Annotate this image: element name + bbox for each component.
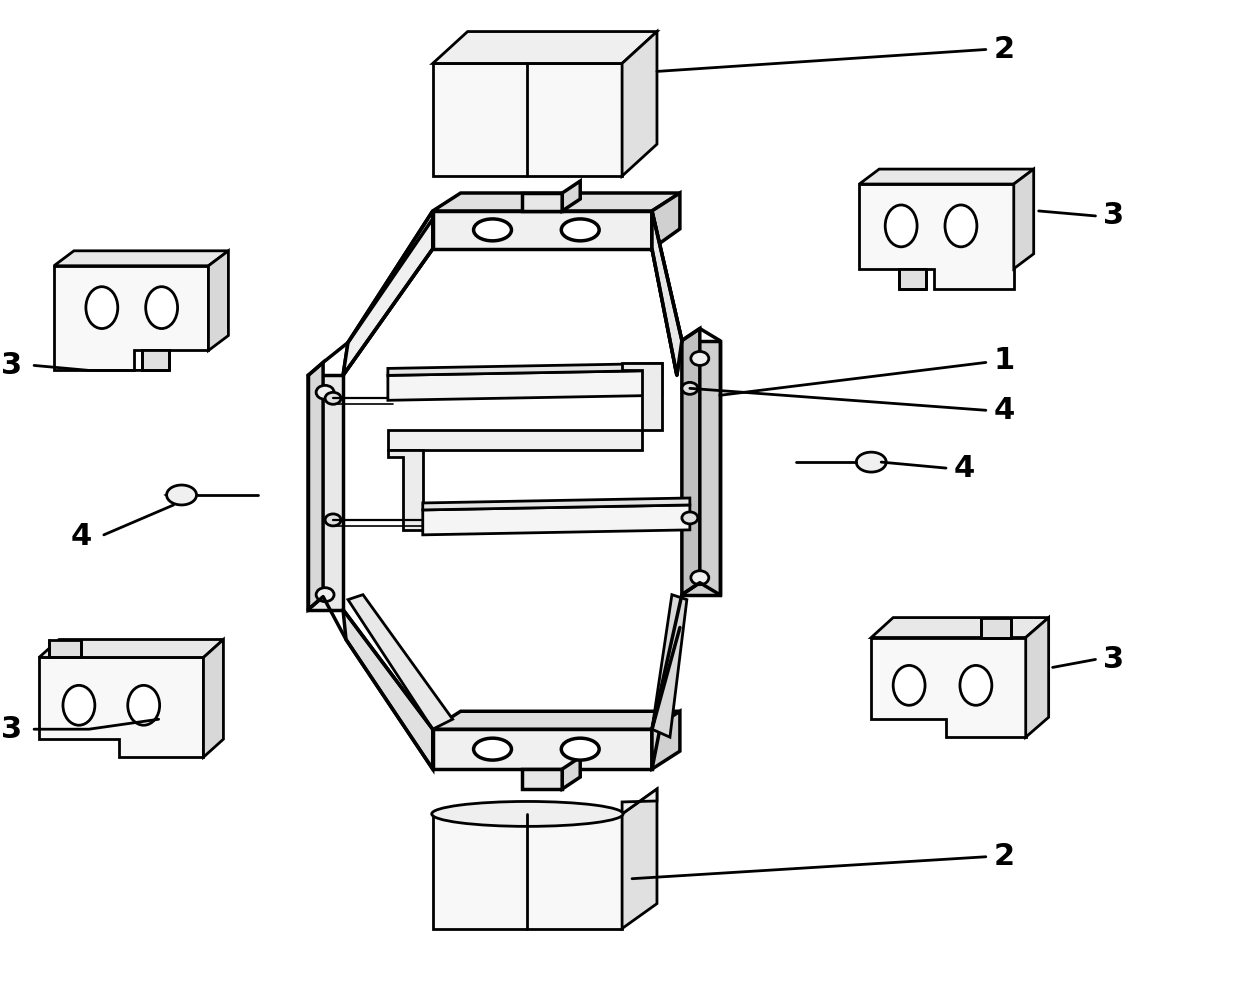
Polygon shape xyxy=(433,729,652,769)
Polygon shape xyxy=(652,211,682,375)
Polygon shape xyxy=(343,610,433,769)
Text: 4: 4 xyxy=(71,523,92,551)
Polygon shape xyxy=(682,340,719,594)
Polygon shape xyxy=(38,657,203,757)
Ellipse shape xyxy=(885,205,918,247)
Polygon shape xyxy=(433,711,680,729)
Ellipse shape xyxy=(432,801,622,827)
Polygon shape xyxy=(38,640,223,657)
Ellipse shape xyxy=(316,386,334,400)
Polygon shape xyxy=(872,638,1025,737)
Polygon shape xyxy=(622,789,657,814)
Polygon shape xyxy=(899,269,926,288)
Polygon shape xyxy=(652,193,680,249)
Ellipse shape xyxy=(86,286,118,329)
Polygon shape xyxy=(652,594,687,737)
Polygon shape xyxy=(50,640,81,657)
Polygon shape xyxy=(203,640,223,757)
Ellipse shape xyxy=(474,738,511,760)
Polygon shape xyxy=(388,450,423,529)
Polygon shape xyxy=(562,757,580,789)
Polygon shape xyxy=(652,594,682,769)
Polygon shape xyxy=(423,498,689,510)
Polygon shape xyxy=(433,193,680,211)
Polygon shape xyxy=(309,375,343,610)
Ellipse shape xyxy=(691,571,709,584)
Polygon shape xyxy=(388,430,642,450)
Polygon shape xyxy=(872,618,1049,638)
Ellipse shape xyxy=(63,685,94,725)
Polygon shape xyxy=(622,363,662,430)
Ellipse shape xyxy=(128,685,160,725)
Ellipse shape xyxy=(562,218,599,241)
Polygon shape xyxy=(433,814,622,929)
Polygon shape xyxy=(343,218,433,375)
Text: 2: 2 xyxy=(993,842,1016,871)
Polygon shape xyxy=(622,789,657,929)
Text: 3: 3 xyxy=(1,351,22,380)
Polygon shape xyxy=(433,63,622,176)
Ellipse shape xyxy=(145,286,177,329)
Ellipse shape xyxy=(893,665,925,706)
Polygon shape xyxy=(141,350,169,370)
Ellipse shape xyxy=(682,383,698,395)
Polygon shape xyxy=(348,594,453,729)
Polygon shape xyxy=(682,329,699,594)
Polygon shape xyxy=(522,769,562,789)
Polygon shape xyxy=(343,211,433,375)
Text: 4: 4 xyxy=(993,396,1016,425)
Polygon shape xyxy=(622,31,657,176)
Polygon shape xyxy=(208,251,228,350)
Polygon shape xyxy=(522,193,562,211)
Text: 3: 3 xyxy=(1104,645,1125,674)
Ellipse shape xyxy=(474,218,511,241)
Ellipse shape xyxy=(691,351,709,365)
Ellipse shape xyxy=(682,512,698,523)
Polygon shape xyxy=(981,618,1011,638)
Ellipse shape xyxy=(325,514,341,525)
Polygon shape xyxy=(388,363,662,375)
Polygon shape xyxy=(1025,618,1049,737)
Polygon shape xyxy=(652,711,680,769)
Polygon shape xyxy=(309,362,324,610)
Ellipse shape xyxy=(857,452,887,472)
Polygon shape xyxy=(1014,169,1034,269)
Polygon shape xyxy=(166,488,196,502)
Ellipse shape xyxy=(562,738,599,760)
Polygon shape xyxy=(652,211,682,375)
Polygon shape xyxy=(859,184,1014,288)
Polygon shape xyxy=(388,370,662,400)
Text: 3: 3 xyxy=(1104,202,1125,230)
Text: 3: 3 xyxy=(1,714,22,744)
Ellipse shape xyxy=(325,393,341,404)
Polygon shape xyxy=(433,31,657,63)
Text: 4: 4 xyxy=(954,454,975,482)
Polygon shape xyxy=(859,169,1034,184)
Polygon shape xyxy=(433,211,652,249)
Ellipse shape xyxy=(166,485,196,505)
Text: 1: 1 xyxy=(993,346,1016,375)
Ellipse shape xyxy=(960,665,992,706)
Ellipse shape xyxy=(945,205,977,247)
Polygon shape xyxy=(55,266,208,370)
Polygon shape xyxy=(423,505,689,535)
Polygon shape xyxy=(562,181,580,211)
Text: 2: 2 xyxy=(993,35,1016,64)
Polygon shape xyxy=(55,251,228,266)
Ellipse shape xyxy=(316,587,334,601)
